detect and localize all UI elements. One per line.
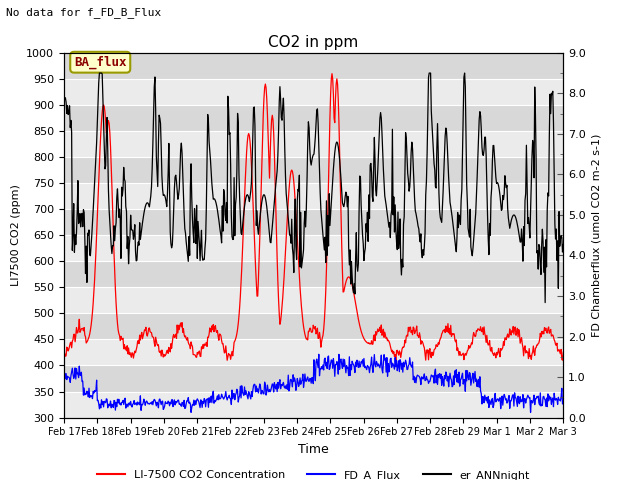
- Bar: [64, 365, 563, 392]
- Bar: [64, 313, 563, 339]
- Bar: [64, 53, 563, 79]
- Y-axis label: FD Chamberflux (umol CO2 m-2 s-1): FD Chamberflux (umol CO2 m-2 s-1): [591, 133, 602, 337]
- Y-axis label: LI7500 CO2 (ppm): LI7500 CO2 (ppm): [11, 184, 20, 286]
- Bar: [64, 288, 563, 313]
- X-axis label: Time: Time: [298, 443, 329, 456]
- Bar: [64, 183, 563, 209]
- Text: BA_flux: BA_flux: [74, 56, 127, 69]
- Bar: [64, 79, 563, 105]
- Bar: [64, 235, 563, 261]
- Title: CO2 in ppm: CO2 in ppm: [268, 35, 359, 50]
- Bar: [64, 131, 563, 157]
- Legend: LI-7500 CO2 Concentration, FD_A_Flux, er_ANNnight: LI-7500 CO2 Concentration, FD_A_Flux, er…: [93, 465, 534, 480]
- Bar: [64, 339, 563, 365]
- Bar: [64, 261, 563, 288]
- Bar: [64, 392, 563, 418]
- Bar: [64, 209, 563, 235]
- Text: No data for f_FD_B_Flux: No data for f_FD_B_Flux: [6, 7, 162, 18]
- Bar: [64, 157, 563, 183]
- Bar: [64, 105, 563, 131]
